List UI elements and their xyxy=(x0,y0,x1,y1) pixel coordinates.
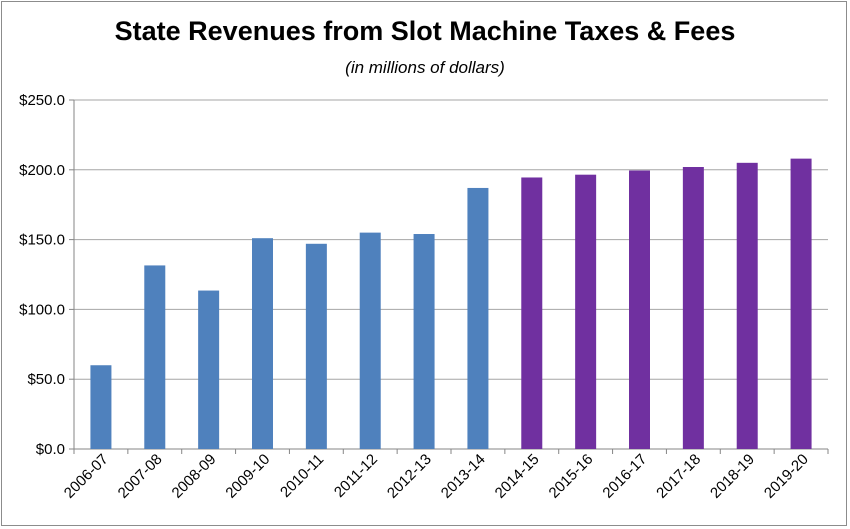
y-tick-label: $50.0 xyxy=(27,371,65,388)
y-axis: $0.0 $50.0 $100.0 $150.0 $200.0 $250.0 xyxy=(19,92,75,458)
x-tick-label: 2010-11 xyxy=(277,451,327,501)
x-tick-label: 2006-07 xyxy=(61,451,112,502)
x-tick-label: 2015-16 xyxy=(546,451,597,502)
x-tick-label: 2008-09 xyxy=(169,451,220,502)
bar-2013-14 xyxy=(467,187,489,449)
bar-2017-18 xyxy=(682,167,704,449)
bar-2007-08 xyxy=(144,265,166,449)
bar-2012-13 xyxy=(413,234,435,449)
bar-2019-20 xyxy=(790,158,812,449)
bar-2016-17 xyxy=(629,170,650,450)
chart-title: State Revenues from Slot Machine Taxes &… xyxy=(114,16,736,46)
x-tick-label: 2013-14 xyxy=(438,451,489,502)
chart-subtitle: (in millions of dollars) xyxy=(345,58,505,77)
bar-2011-12 xyxy=(359,232,381,449)
x-axis: 2006-07 2007-08 2008-09 2009-10 2010-11 2011-… xyxy=(61,449,829,502)
bar-2008-09 xyxy=(198,290,220,449)
gridlines xyxy=(74,99,828,450)
bar-2014-15 xyxy=(521,177,543,449)
x-tick-label: 2017-18 xyxy=(653,451,704,502)
x-tick-label: 2009-10 xyxy=(222,451,273,502)
bar-2010-11 xyxy=(305,243,327,449)
bar-2009-10 xyxy=(252,238,273,449)
x-tick-label: 2014-15 xyxy=(492,451,543,502)
bar-2015-16 xyxy=(575,174,597,449)
y-tick-label: $150.0 xyxy=(19,232,65,249)
x-tick-label: 2018-19 xyxy=(707,451,758,502)
bar-2018-19 xyxy=(736,162,758,449)
y-tick-label: $250.0 xyxy=(19,92,65,109)
x-tick-label: 2007-08 xyxy=(115,451,166,502)
y-tick-label: $100.0 xyxy=(19,301,65,318)
x-tick-label: 2016-17 xyxy=(599,451,650,502)
y-tick-label: $0.0 xyxy=(36,441,65,458)
bar-2006-07 xyxy=(90,365,112,449)
x-tick-label: 2012-13 xyxy=(384,451,435,502)
y-tick-label: $200.0 xyxy=(19,162,65,179)
x-tick-label: 2019-20 xyxy=(761,451,812,502)
x-tick-label: 2011-12 xyxy=(331,451,381,501)
bars xyxy=(90,158,812,450)
